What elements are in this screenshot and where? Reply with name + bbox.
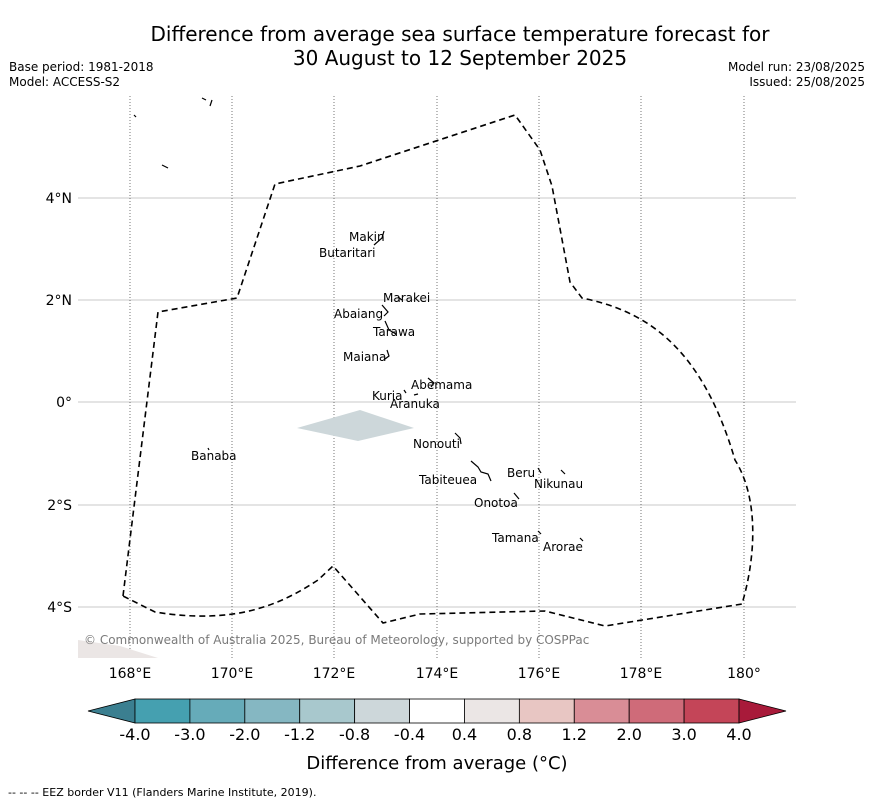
place-banaba: Banaba <box>191 449 237 463</box>
copyright-credit: © Commonwealth of Australia 2025, Bureau… <box>84 633 589 647</box>
place-abaiang: Abaiang <box>334 307 383 321</box>
place-maiana: Maiana <box>343 350 386 364</box>
colorbar-tick-label: -4.0 <box>119 725 150 744</box>
lat-tick-2s: 2°S <box>47 498 72 514</box>
colorbar-tick-label: 1.2 <box>562 725 587 744</box>
lon-gridlines <box>129 96 745 658</box>
lat-tick-4n: 4°N <box>46 191 72 207</box>
map-title-line2: 30 August to 12 September 2025 <box>292 46 628 70</box>
place-tarawa: Tarawa <box>372 325 415 339</box>
place-onotoa: Onotoa <box>474 496 518 510</box>
colorbar-extend-high <box>738 698 787 724</box>
lat-tick-2n: 2°N <box>46 293 72 309</box>
place-marakei: Marakei <box>383 291 430 305</box>
colorbar-tick-label: -3.0 <box>174 725 205 744</box>
place-nonouti: Nonouti <box>413 437 460 451</box>
eez-legend-note: -- -- -- EEZ border V11 (Flanders Marine… <box>8 786 317 799</box>
lon-tick-labels: 168°E 170°E 172°E 174°E 176°E 178°E 180° <box>109 666 761 682</box>
lon-tick-176e: 176°E <box>518 666 561 682</box>
colorbar-segment <box>299 698 356 724</box>
place-labels: Makin Butaritari Marakei Abaiang Tarawa … <box>191 230 583 554</box>
place-makin: Makin <box>349 230 385 244</box>
colorbar-segment <box>628 698 685 724</box>
place-aranuka: Aranuka <box>390 397 440 411</box>
colorbar-tick-label: 0.8 <box>507 725 532 744</box>
lon-tick-180: 180° <box>727 666 761 682</box>
colorbar-segment <box>244 698 301 724</box>
lon-tick-172e: 172°E <box>313 666 356 682</box>
colorbar-tick-label: -2.0 <box>229 725 260 744</box>
lon-tick-178e: 178°E <box>620 666 663 682</box>
colorbar-tick-label: 4.0 <box>726 725 751 744</box>
lon-tick-170e: 170°E <box>211 666 254 682</box>
colorbar-tick-labels: -4.0 -3.0 -2.0 -1.2 -0.8 -0.4 0.4 0.8 1.2 2.0 3.0 4… <box>119 725 751 744</box>
place-tamana: Tamana <box>491 531 539 545</box>
colorbar-tick-label: -0.4 <box>394 725 425 744</box>
base-period-text: Base period: 1981-2018 <box>9 60 154 74</box>
colorbar-segment <box>683 698 740 724</box>
lat-tick-0: 0° <box>56 395 72 411</box>
colorbar-segment <box>464 698 520 724</box>
place-nikunau: Nikunau <box>534 477 583 491</box>
colorbar-tick-label: 2.0 <box>616 725 641 744</box>
place-beru: Beru <box>507 466 535 480</box>
colorbar-tick-label: -1.2 <box>284 725 315 744</box>
island-outlines <box>133 97 584 542</box>
colorbar-extend-low <box>87 698 136 724</box>
model-text: Model: ACCESS-S2 <box>9 75 121 89</box>
colorbar-segment <box>134 698 191 724</box>
colorbar-segment <box>409 698 465 724</box>
lon-tick-174e: 174°E <box>416 666 459 682</box>
colorbar-label: Difference from average (°C) <box>306 753 567 774</box>
colorbar <box>87 698 787 724</box>
lat-tick-labels: 4°N 2°N 0° 2°S 4°S <box>46 191 73 616</box>
model-run-text: Model run: 23/08/2025 <box>727 60 865 74</box>
colorbar-segment <box>518 698 575 724</box>
colorbar-segment <box>189 698 246 724</box>
eez-border <box>122 114 754 627</box>
colorbar-tick-label: 3.0 <box>671 725 696 744</box>
colorbar-segment <box>573 698 630 724</box>
place-butaritari: Butaritari <box>319 246 376 260</box>
place-arorae: Arorae <box>543 540 583 554</box>
issued-text: Issued: 25/08/2025 <box>749 75 865 89</box>
colorbar-segment <box>354 698 410 724</box>
colorbar-tick-label: 0.4 <box>452 725 477 744</box>
colorbar-tick-label: -0.8 <box>339 725 370 744</box>
map-title-line1: Difference from average sea surface temp… <box>150 22 770 46</box>
place-abemama: Abemama <box>411 378 472 392</box>
lon-tick-168e: 168°E <box>109 666 152 682</box>
place-tabiteuea: Tabiteuea <box>418 473 477 487</box>
place-kuria: Kuria <box>372 389 403 403</box>
sst-anomaly-patch-corner <box>78 640 158 658</box>
lat-tick-4s: 4°S <box>47 600 72 616</box>
sst-anomaly-patch <box>297 410 414 441</box>
